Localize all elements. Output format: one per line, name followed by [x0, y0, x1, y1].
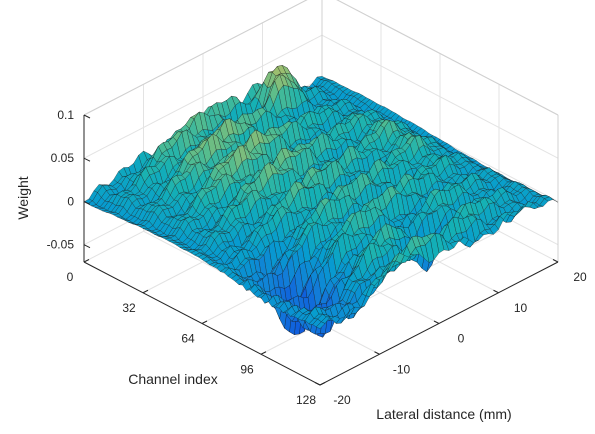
tick-labels: -0.05 0 0.05 0.1 0 32 64 96 128 -20 -10 0 10 20 [47, 108, 587, 407]
x-tick-label: 128 [296, 393, 316, 407]
y-axis-label: Lateral distance (mm) [376, 406, 511, 422]
surface-face [316, 321, 326, 329]
grid-line [83, 34, 323, 159]
z-tick-label: 0.05 [51, 151, 75, 165]
y-tick-label: 10 [514, 301, 528, 315]
y-tick-mark [552, 259, 559, 263]
z-tick-label: 0.1 [57, 108, 74, 122]
x-tick-mark [142, 289, 149, 294]
z-tick-label: -0.05 [47, 238, 75, 252]
z-tick-mark [83, 201, 91, 205]
y-tick-mark [433, 320, 440, 324]
y-tick-label: -10 [393, 362, 411, 376]
z-tick-mark [83, 244, 91, 249]
surface-mesh [83, 64, 559, 338]
x-tick-mark [201, 320, 208, 324]
z-axis-label: Weight [15, 176, 31, 219]
y-tick-mark [374, 351, 380, 355]
x-tick-mark [319, 382, 326, 386]
x-tick-mark [83, 259, 90, 263]
box-edge [83, 0, 308, 116]
y-tick-label: 20 [573, 270, 587, 284]
x-tick-label: 0 [67, 270, 74, 284]
z-tick-mark [83, 114, 91, 119]
x-tick-label: 32 [122, 301, 136, 315]
y-tick-mark [314, 382, 321, 386]
x-tick-label: 96 [240, 362, 254, 376]
x-tick-label: 64 [181, 332, 195, 346]
y-tick-mark [493, 289, 499, 294]
y-tick-label: 0 [458, 332, 465, 346]
z-tick-label: 0 [67, 194, 74, 208]
y-tick-label: -20 [333, 393, 351, 407]
x-tick-mark [260, 351, 267, 355]
z-tick-mark [83, 157, 91, 162]
grid-line [321, 34, 559, 159]
x-axis-label: Channel index [128, 371, 218, 387]
axes [83, 114, 559, 386]
box-edge [336, 0, 559, 116]
